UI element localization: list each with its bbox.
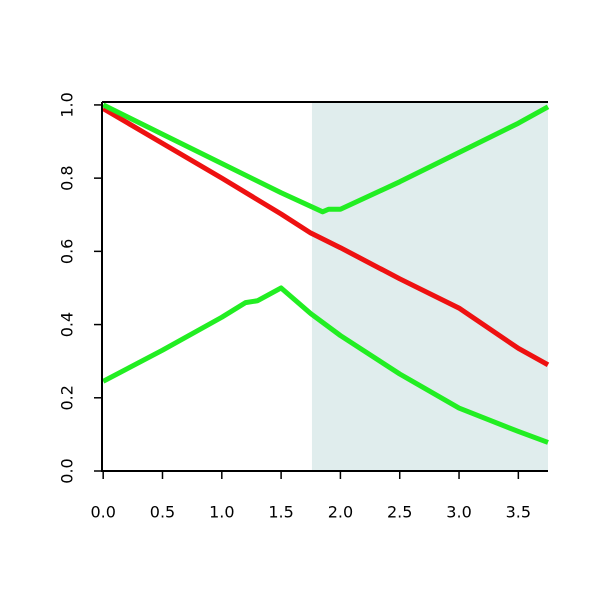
line-series bbox=[102, 285, 549, 445]
x-tick-label: 1.0 bbox=[209, 503, 234, 522]
y-tick-label: 0.6 bbox=[58, 239, 77, 264]
y-tick-label: 0.2 bbox=[58, 385, 77, 410]
y-tick-label: 1.0 bbox=[58, 92, 77, 117]
y-tick-label: 0.8 bbox=[58, 165, 77, 190]
x-tick-label: 0.5 bbox=[150, 503, 175, 522]
x-tick-label: 1.5 bbox=[268, 503, 293, 522]
x-tick-label: 2.5 bbox=[387, 503, 412, 522]
line-series bbox=[101, 106, 550, 368]
shaded-region bbox=[311, 102, 548, 471]
x-tick-label: 3.5 bbox=[506, 503, 531, 522]
y-tick-label: 0.0 bbox=[58, 458, 77, 483]
x-tick-label: 0.0 bbox=[90, 503, 115, 522]
y-tick-label: 0.4 bbox=[58, 312, 77, 337]
line-series bbox=[102, 102, 550, 215]
x-tick-label: 2.0 bbox=[328, 503, 353, 522]
x-tick-label: 3.0 bbox=[446, 503, 471, 522]
